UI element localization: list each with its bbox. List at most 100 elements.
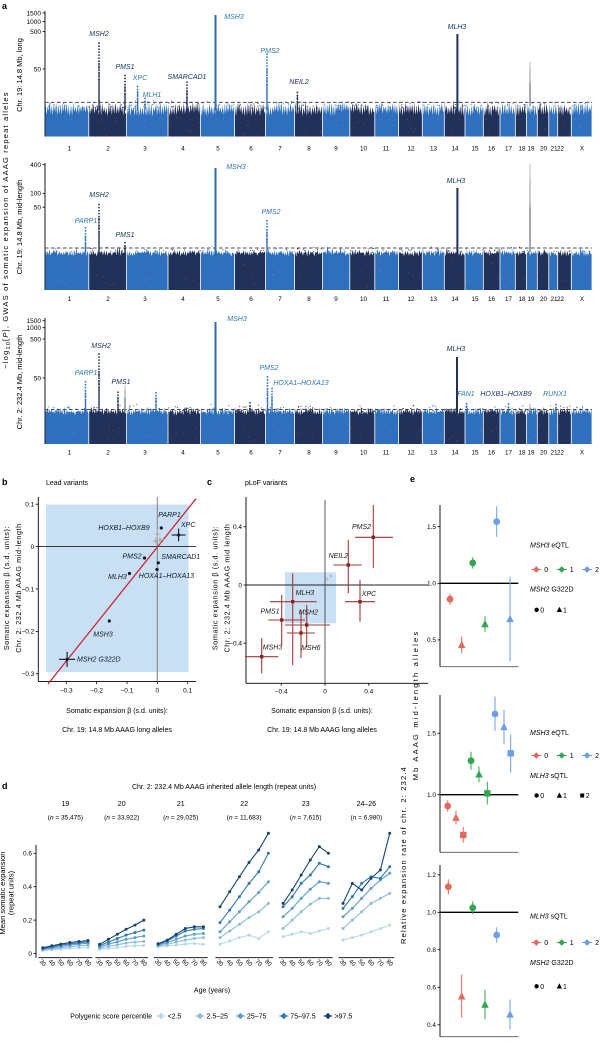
svg-text:MSH3: MSH3 (226, 164, 246, 171)
svg-text:400: 400 (30, 162, 41, 169)
svg-text:MSH2: MSH2 (89, 192, 109, 199)
svg-text:MSH3: MSH3 (227, 316, 247, 323)
svg-text:pLoF variants: pLoF variants (245, 480, 288, 487)
svg-text:PMS2: PMS2 (352, 524, 371, 531)
svg-text:NEIL2: NEIL2 (329, 553, 349, 560)
svg-text:MLH3: MLH3 (448, 24, 467, 31)
svg-text:0: 0 (28, 951, 32, 958)
svg-text:<2.5: <2.5 (168, 1014, 182, 1021)
svg-text:−0.2: −0.2 (21, 629, 34, 636)
svg-text:15: 15 (471, 146, 479, 153)
svg-text:e: e (410, 474, 415, 484)
svg-text:Chr. 19: 14.8 Mb, mid-length: Chr. 19: 14.8 Mb, mid-length (15, 180, 24, 275)
svg-text:PMS1: PMS1 (111, 379, 130, 386)
svg-text:2: 2 (106, 146, 110, 153)
svg-text:24–26: 24–26 (357, 801, 377, 808)
svg-text:4: 4 (181, 146, 185, 153)
svg-text:50: 50 (234, 959, 243, 968)
svg-text:Mb AAAG mid-length alleles: Mb AAAG mid-length alleles (411, 630, 420, 781)
svg-text:17: 17 (505, 146, 513, 153)
svg-text:Chr. 19: 14.8 Mb, long: Chr. 19: 14.8 Mb, long (15, 38, 24, 112)
svg-text:0: 0 (155, 688, 159, 695)
svg-text:60: 60 (366, 959, 375, 968)
svg-text:60: 60 (244, 959, 253, 968)
svg-text:MSH3: MSH3 (263, 645, 283, 652)
svg-text:XPC: XPC (132, 75, 148, 82)
svg-text:1: 1 (570, 940, 574, 947)
svg-text:70: 70 (254, 959, 263, 968)
svg-text:80: 80 (323, 959, 332, 968)
svg-text:(n = 35,475): (n = 35,475) (48, 815, 83, 822)
svg-text:(n = 6,980): (n = 6,980) (351, 815, 383, 822)
svg-text:7: 7 (278, 296, 282, 303)
svg-text:HOXB1–HOXB9: HOXB1–HOXB9 (98, 525, 149, 532)
svg-text:9: 9 (334, 296, 338, 303)
svg-text:20: 20 (540, 296, 548, 303)
svg-text:9: 9 (334, 450, 338, 457)
svg-text:0.5: 0.5 (427, 637, 436, 644)
svg-text:a: a (2, 1, 8, 11)
svg-text:6: 6 (249, 296, 253, 303)
svg-text:14: 14 (451, 296, 459, 303)
svg-text:0: 0 (31, 544, 35, 551)
svg-text:0.2: 0.2 (23, 917, 32, 924)
svg-text:1000: 1000 (27, 325, 42, 332)
svg-text:c: c (207, 477, 212, 487)
svg-text:Chr. 2: 232.4 Mb AAAG mid leng: Chr. 2: 232.4 Mb AAAG mid length (223, 523, 232, 652)
svg-text:−log10[P], GWAS of somatic exp: −log10[P], GWAS of somatic expansion of … (1, 91, 12, 368)
svg-text:4: 4 (181, 450, 185, 457)
svg-text:Age (years): Age (years) (194, 988, 230, 995)
svg-text:22: 22 (557, 450, 565, 457)
svg-text:18: 18 (518, 296, 526, 303)
svg-text:MLH3: MLH3 (447, 346, 466, 353)
svg-text:22: 22 (240, 801, 248, 808)
svg-text:PARP1: PARP1 (158, 512, 181, 519)
svg-text:MLH1: MLH1 (143, 92, 162, 99)
svg-text:XPC: XPC (361, 591, 377, 598)
svg-text:MSH2 G322D: MSH2 G322D (77, 657, 121, 664)
svg-text:−0.2: −0.2 (90, 688, 103, 695)
svg-text:21: 21 (550, 146, 558, 153)
svg-text:2: 2 (106, 450, 110, 457)
svg-text:MSH3: MSH3 (224, 14, 244, 21)
svg-text:3: 3 (143, 146, 147, 153)
svg-text:22: 22 (557, 296, 565, 303)
svg-text:(n = 29,025): (n = 29,025) (163, 815, 198, 822)
svg-text:2: 2 (595, 753, 599, 760)
svg-text:11: 11 (383, 146, 390, 153)
svg-text:12: 12 (407, 296, 415, 303)
svg-text:9: 9 (334, 146, 338, 153)
svg-text:0.4: 0.4 (23, 884, 32, 891)
svg-text:MLH3: MLH3 (296, 590, 315, 597)
svg-text:40: 40 (347, 959, 356, 968)
svg-text:1.0: 1.0 (427, 792, 436, 799)
svg-text:0.6: 0.6 (427, 985, 436, 992)
svg-text:16: 16 (488, 296, 496, 303)
svg-text:40: 40 (47, 959, 56, 968)
svg-text:MSH6: MSH6 (301, 645, 321, 652)
svg-text:NEIL2: NEIL2 (289, 79, 309, 86)
svg-text:0.4: 0.4 (427, 1022, 436, 1029)
svg-text:−0.3: −0.3 (21, 671, 34, 678)
svg-text:Chr. 19: 14.8 Mb AAAG long all: Chr. 19: 14.8 Mb AAAG long alleles (62, 727, 172, 734)
svg-text:X: X (580, 146, 585, 153)
svg-text:60: 60 (65, 959, 74, 968)
svg-text:0.1: 0.1 (25, 502, 34, 509)
svg-text:50: 50 (34, 66, 42, 73)
svg-text:13: 13 (430, 296, 438, 303)
svg-text:PMS1: PMS1 (260, 609, 279, 616)
svg-text:MSH2 G322D: MSH2 G322D (530, 587, 574, 594)
svg-text:19: 19 (527, 296, 535, 303)
svg-text:PMS2: PMS2 (122, 554, 141, 561)
svg-text:(repeat units): (repeat units) (7, 870, 16, 915)
svg-text:2: 2 (106, 296, 110, 303)
svg-text:Lead variants: Lead variants (46, 480, 89, 487)
svg-text:SMARCAD1: SMARCAD1 (168, 74, 207, 81)
svg-text:RUNX1: RUNX1 (543, 391, 567, 398)
svg-text:1000: 1000 (27, 19, 42, 26)
svg-text:Chr. 2: 232.4 Mb AAAG mid-leng: Chr. 2: 232.4 Mb AAAG mid-length (14, 523, 23, 652)
svg-text:5: 5 (216, 296, 220, 303)
svg-text:23: 23 (302, 801, 310, 808)
svg-text:−0.1: −0.1 (121, 688, 134, 695)
svg-text:19: 19 (62, 801, 70, 808)
